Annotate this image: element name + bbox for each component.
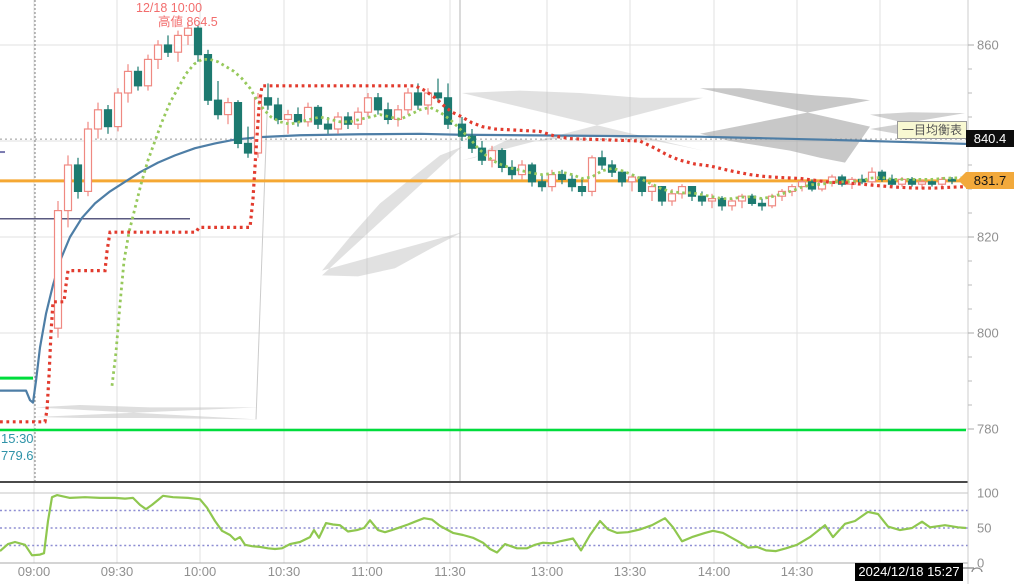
current-price-badge: 831.7 [958, 172, 1014, 189]
svg-text:09:00: 09:00 [18, 564, 51, 579]
ichimoku-indicator-label[interactable]: 一目均衡表 [897, 121, 968, 139]
svg-text:11:00: 11:00 [351, 564, 383, 579]
low-annotation-value: 779.6 [1, 448, 34, 463]
price-axis: 860840820800780100500 [967, 0, 999, 584]
session-low-annotation: 15:30 779.6 [1, 430, 34, 464]
ichimoku-cloud [35, 88, 965, 420]
conversion-line-green [110, 58, 962, 386]
session-markers [34, 0, 461, 482]
datetime-stamp-badge: 2024/12/18 15:27 [855, 563, 963, 581]
ichimoku-value-badge: 840.4 [966, 130, 1014, 147]
candlesticks [53, 23, 957, 338]
svg-text:10:30: 10:30 [268, 564, 301, 579]
base-line-blue [0, 132, 967, 404]
svg-text:13:00: 13:00 [531, 564, 564, 579]
chart-resize-handle[interactable] [962, 567, 983, 573]
svg-text:50: 50 [977, 521, 991, 536]
session-high-annotation: 12/18 10:00 高値 864.5 [136, 1, 218, 29]
svg-text:780: 780 [977, 422, 999, 437]
lagging-line-red [0, 84, 967, 424]
oscillator-panel[interactable] [0, 481, 968, 564]
svg-text:820: 820 [977, 230, 999, 245]
svg-text:11:30: 11:30 [434, 564, 466, 579]
svg-text:14:30: 14:30 [781, 564, 814, 579]
high-annotation-value: 高値 864.5 [158, 15, 218, 29]
svg-text:0: 0 [977, 556, 984, 571]
svg-text:09:30: 09:30 [101, 564, 134, 579]
low-annotation-time: 15:30 [1, 431, 34, 446]
high-annotation-time: 12/18 10:00 [136, 1, 203, 15]
time-axis: 09:00 09:30 10:00 10:30 11:00 11:30 13:00 13:30… [18, 564, 814, 579]
svg-text:14:00: 14:00 [698, 564, 731, 579]
svg-text:800: 800 [977, 326, 999, 341]
svg-text:100: 100 [977, 486, 999, 501]
svg-text:10:00: 10:00 [184, 564, 217, 579]
svg-text:13:30: 13:30 [614, 564, 647, 579]
svg-text:860: 860 [977, 38, 999, 53]
